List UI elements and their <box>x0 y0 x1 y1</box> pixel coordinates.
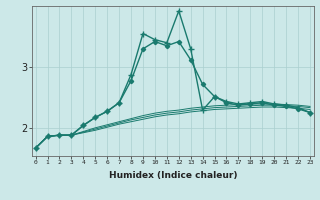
X-axis label: Humidex (Indice chaleur): Humidex (Indice chaleur) <box>108 171 237 180</box>
